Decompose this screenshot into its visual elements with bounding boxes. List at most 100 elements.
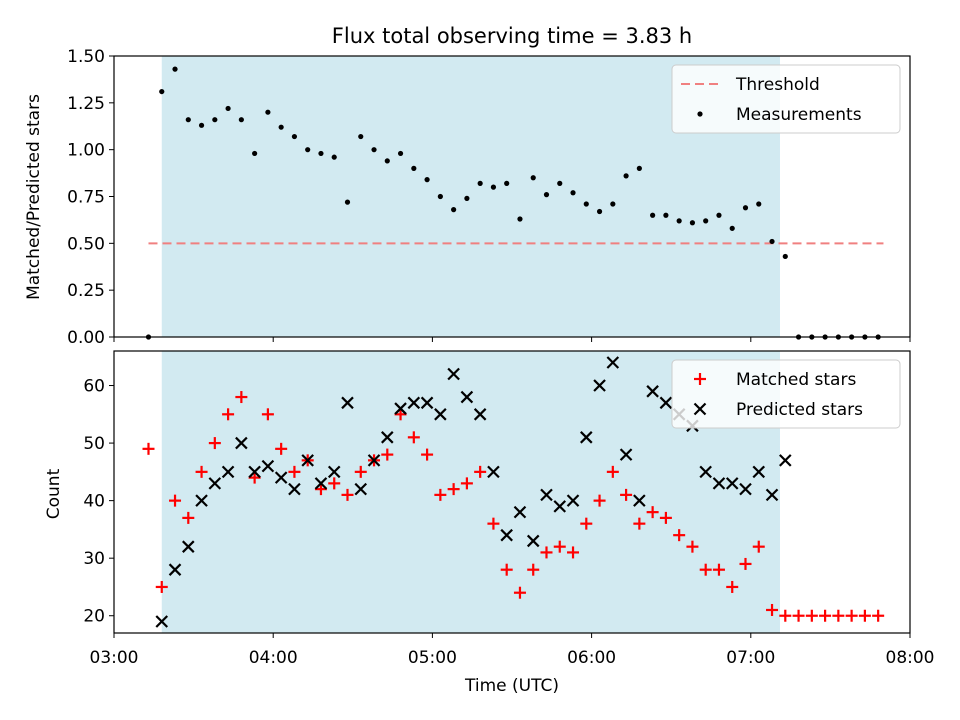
- bottom-series-0-point-27: [500, 563, 513, 576]
- top-y-tick-label-6: 1.50: [67, 47, 105, 67]
- top-series-0-point-1: [159, 88, 165, 95]
- bottom-series-0-point-15: [341, 488, 354, 501]
- bottom-series-1-point-2-b: [182, 540, 195, 553]
- bottom-series-0-point-2: [169, 494, 182, 507]
- top-legend-box: [671, 64, 901, 134]
- bottom-series-0-point-35: [606, 465, 619, 478]
- bottom-series-0-point-51: [819, 609, 832, 622]
- top-legend: Threshold Measurements: [671, 64, 901, 134]
- bottom-series-1-point-28: [526, 534, 540, 548]
- bottom-series-0-point-5: [208, 437, 221, 450]
- top-series-0-point-21: [424, 177, 430, 183]
- bottom-series-0-point-44: [726, 580, 739, 593]
- top-series-0-point-25: [477, 180, 483, 186]
- top-series-0-point-7: [238, 117, 244, 123]
- bottom-series-1-point-33: [593, 379, 606, 392]
- bottom-series-1-point-46-b: [765, 488, 779, 502]
- bottom-series-0-point-9: [261, 408, 274, 421]
- bottom-series-1-point-22: [447, 367, 460, 381]
- bottom-series-1-point-42-b: [712, 477, 726, 490]
- bottom-series-1-point-34: [606, 356, 620, 369]
- bottom-series-1-point-1: [168, 563, 182, 576]
- bottom-series-1-point-26-b: [500, 528, 513, 542]
- bottom-series-0-point-47: [766, 603, 779, 616]
- bottom-y-tick-label-0: 20: [83, 607, 105, 627]
- bottom-series-1-point-16: [367, 454, 381, 467]
- bottom-series-1-point-5-b: [221, 465, 235, 479]
- top-series-0: [145, 66, 881, 340]
- bottom-series-0-point-24: [460, 477, 473, 490]
- top-panel: 0.00 0.25 0.50 0.75 1.00 1.25 1.50 Threshold Mea…: [67, 47, 911, 348]
- bottom-series-0-point-37: [633, 517, 646, 530]
- bottom-series-1-point-36-b: [633, 494, 646, 507]
- bottom-series-1-point-24: [473, 408, 487, 421]
- bottom-series-0-point-46: [752, 540, 765, 553]
- top-series-0-point-43: [716, 212, 722, 218]
- top-series-0-point-4: [198, 122, 205, 128]
- bottom-series-0-point-31: [553, 540, 566, 553]
- x-tick-label-5: 08:00: [886, 648, 935, 668]
- top-series-0-point-44: [729, 225, 735, 231]
- top-series-0-point-20: [411, 165, 417, 171]
- bottom-series-1-point-27: [513, 505, 527, 519]
- bottom-series-0-point-52: [832, 609, 845, 622]
- bottom-series-1-point-0-b: [155, 615, 169, 628]
- top-y-tick-label-0: 0.00: [67, 328, 105, 348]
- bottom-series-1-point-17-b: [381, 431, 394, 444]
- top-series-0-point-48: [782, 253, 788, 260]
- bottom-series-0-point-55: [872, 609, 885, 622]
- bottom-series-1-point-22-b: [447, 367, 460, 381]
- bottom-series-0-point-25: [474, 465, 487, 478]
- bottom-series-0-point-34: [593, 494, 606, 507]
- top-series-0-point-35: [610, 201, 616, 207]
- top-series-0-point-45: [742, 205, 749, 211]
- bottom-series-1-point-4: [208, 477, 222, 490]
- x-tick-label-2: 05:00: [408, 648, 457, 668]
- bottom-y-tick-label-1: 30: [83, 549, 105, 569]
- top-series-0-point-41: [689, 220, 696, 226]
- bottom-series-0-point-54: [858, 609, 871, 622]
- top-y-tick-label-2: 0.50: [67, 234, 105, 254]
- top-series-0-point-15: [344, 199, 351, 205]
- top-series-0-point-34: [596, 208, 603, 215]
- x-tick-label-0: 03:00: [90, 648, 139, 668]
- bottom-series-1-point-10: [288, 482, 301, 496]
- bottom-series-0-point-28: [513, 586, 526, 599]
- bottom-series-1-point-0: [155, 615, 169, 628]
- bottom-series-1-point-11-b: [301, 454, 314, 467]
- bottom-series-0-point-1: [155, 580, 168, 593]
- top-series-0-point-47: [769, 238, 775, 245]
- chart-title: Flux total observing time = 3.83 h: [332, 24, 692, 48]
- bottom-series-1-point-25: [487, 465, 500, 479]
- bottom-series-1-point-3: [195, 494, 208, 507]
- top-series-0-point-18: [384, 158, 390, 164]
- bottom-series-0-point-19: [394, 408, 407, 421]
- bottom-axes-frame: [113, 350, 911, 634]
- bottom-series-1-point-44-b: [739, 482, 752, 496]
- bottom-series-1-point-20: [420, 396, 434, 410]
- bottom-series-1-point-20-b: [420, 396, 434, 410]
- bottom-series-1-point-18-b: [394, 402, 407, 415]
- x-tick-label-1: 04:00: [249, 648, 298, 668]
- bottom-series-1-point-3-b: [195, 494, 208, 507]
- bottom-series-1-point-12-b: [314, 477, 328, 490]
- bottom-series-0-point-30: [540, 546, 553, 559]
- bottom-series-0-point-32: [567, 546, 580, 559]
- bottom-series-0-point-8: [248, 471, 261, 484]
- top-series-0-point-22: [437, 193, 443, 200]
- top-series-0-point-26: [490, 184, 497, 190]
- top-legend-label-1: Measurements: [736, 105, 862, 125]
- bottom-series-0-point-45: [739, 557, 752, 570]
- bottom-series-1-point-7-b: [248, 465, 261, 479]
- bottom-series-1-point-26: [500, 528, 513, 542]
- top-series-0-point-19: [397, 150, 404, 157]
- bottom-series-1-point-23: [460, 390, 474, 404]
- bottom-legend-label-0: Matched stars: [736, 370, 856, 390]
- bottom-series-0-point-20: [407, 431, 420, 444]
- bottom-series-1-point-46: [765, 488, 779, 502]
- bottom-legend-swatch-1-b: [693, 402, 707, 416]
- bottom-series-1-point-18: [394, 402, 407, 415]
- top-series-0-point-6: [225, 105, 231, 112]
- bottom-series-1-point-6-b: [235, 436, 248, 450]
- bottom-series-1-point-32: [580, 431, 593, 444]
